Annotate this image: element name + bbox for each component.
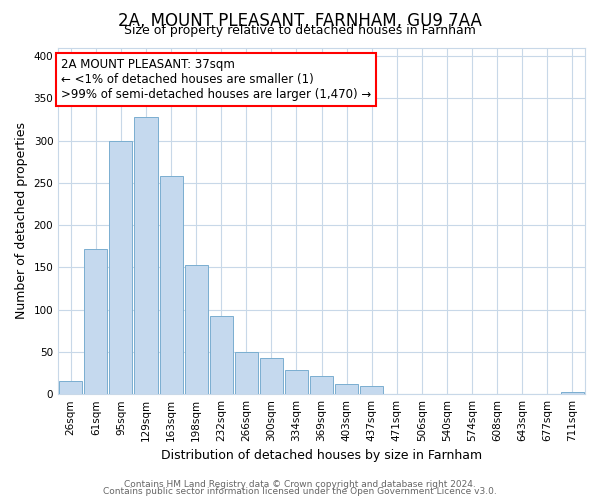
Y-axis label: Number of detached properties: Number of detached properties: [15, 122, 28, 320]
Text: Size of property relative to detached houses in Farnham: Size of property relative to detached ho…: [124, 24, 476, 37]
Bar: [260, 358, 283, 394]
X-axis label: Distribution of detached houses by size in Farnham: Distribution of detached houses by size …: [161, 450, 482, 462]
Bar: [134, 117, 158, 394]
Bar: [335, 384, 358, 394]
Bar: [310, 376, 333, 394]
Bar: [84, 248, 107, 394]
Bar: [285, 370, 308, 394]
Bar: [561, 392, 584, 394]
Text: Contains HM Land Registry data © Crown copyright and database right 2024.: Contains HM Land Registry data © Crown c…: [124, 480, 476, 489]
Bar: [160, 176, 182, 394]
Bar: [209, 316, 233, 394]
Bar: [109, 140, 133, 394]
Bar: [360, 386, 383, 394]
Text: Contains public sector information licensed under the Open Government Licence v3: Contains public sector information licen…: [103, 487, 497, 496]
Bar: [59, 382, 82, 394]
Text: 2A, MOUNT PLEASANT, FARNHAM, GU9 7AA: 2A, MOUNT PLEASANT, FARNHAM, GU9 7AA: [118, 12, 482, 30]
Bar: [235, 352, 258, 394]
Text: 2A MOUNT PLEASANT: 37sqm
← <1% of detached houses are smaller (1)
>99% of semi-d: 2A MOUNT PLEASANT: 37sqm ← <1% of detach…: [61, 58, 371, 101]
Bar: [185, 265, 208, 394]
